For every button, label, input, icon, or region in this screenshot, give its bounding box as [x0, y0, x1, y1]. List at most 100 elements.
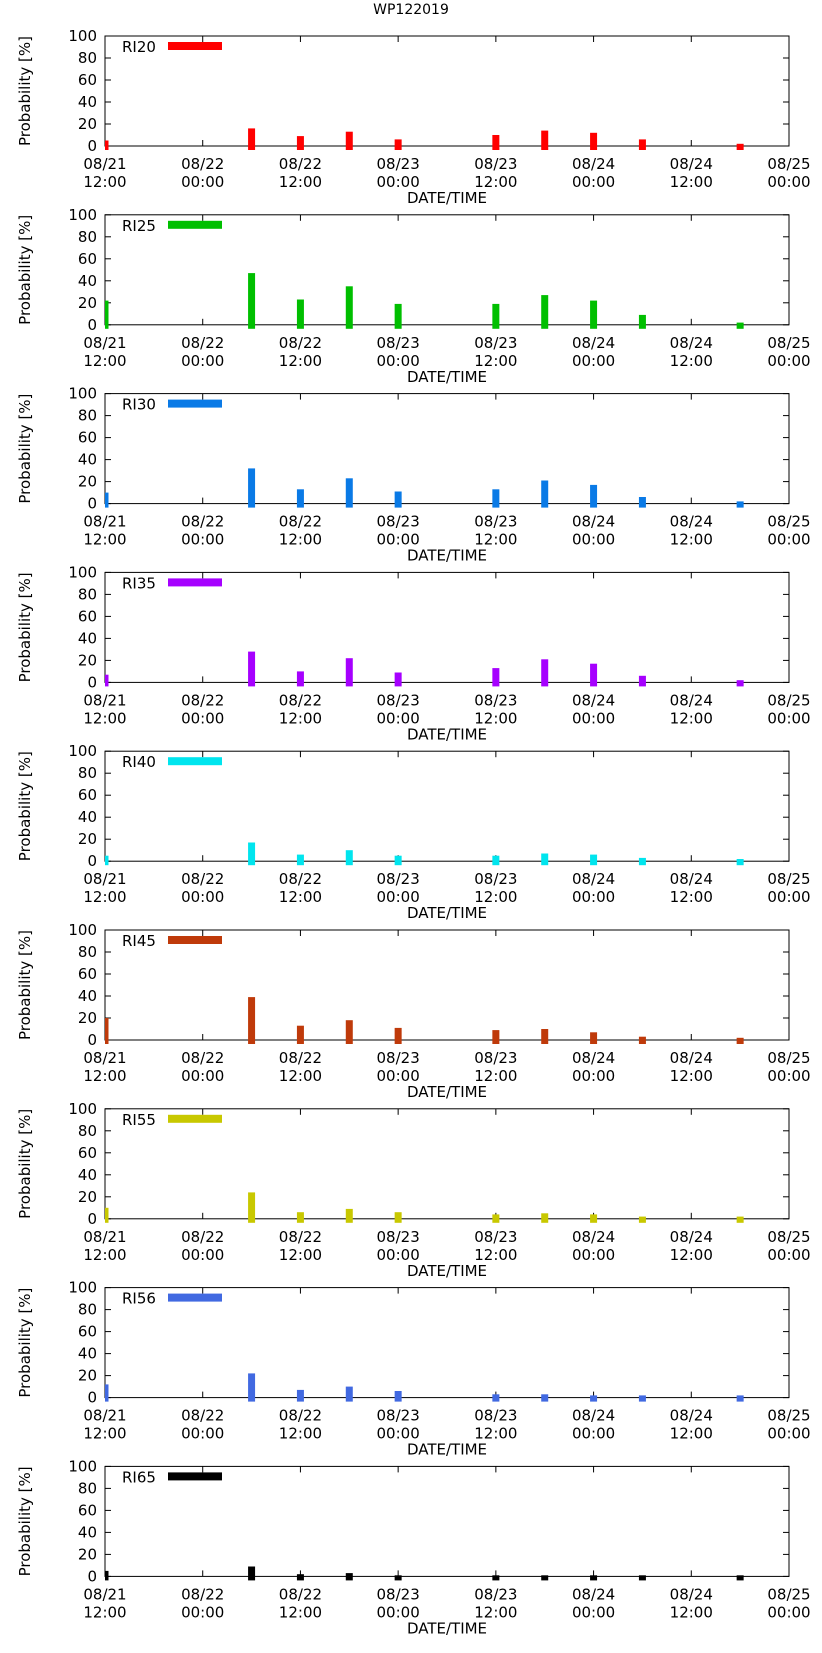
bar [638, 314, 646, 329]
y-tick-label: 40 [78, 808, 97, 826]
x-tick-label-date: 08/24 [670, 155, 713, 173]
y-tick-label: 60 [78, 429, 97, 447]
x-tick-label-time: 00:00 [767, 173, 810, 191]
x-tick-label-time: 12:00 [279, 1603, 322, 1621]
y-axis-title: Probability [%] [16, 215, 34, 325]
y-tick-label: 40 [78, 451, 97, 469]
y-tick-label: 40 [78, 272, 97, 290]
x-tick-label-date: 08/22 [181, 155, 224, 173]
x-tick-label-date: 08/23 [377, 334, 420, 352]
bar [492, 1030, 500, 1044]
x-tick-label-date: 08/24 [670, 1228, 713, 1246]
x-tick-label-time: 00:00 [767, 1603, 810, 1621]
y-tick-label: 80 [78, 764, 97, 782]
x-tick-label-date: 08/25 [767, 1585, 810, 1603]
x-tick-label-date: 08/22 [279, 1585, 322, 1603]
y-axis-title: Probability [%] [16, 36, 34, 146]
page-title: WP122019 [373, 2, 449, 18]
bar [345, 131, 353, 150]
plot-frame [104, 750, 790, 862]
bar [394, 139, 402, 150]
chart-panel-ri20: 02040608010008/2112:0008/2200:0008/2212:… [16, 27, 811, 207]
x-tick-label-time: 00:00 [767, 1425, 810, 1443]
x-tick-label-time: 00:00 [572, 709, 615, 727]
x-tick-label-time: 12:00 [83, 1246, 126, 1264]
x-tick-label-time: 00:00 [572, 1603, 615, 1621]
y-tick-label: 100 [68, 1100, 97, 1118]
legend-swatch [168, 42, 222, 50]
x-tick-label-time: 00:00 [377, 173, 420, 191]
bar [345, 1020, 353, 1044]
plot-frame [104, 35, 790, 147]
x-tick-label-time: 12:00 [279, 888, 322, 906]
x-tick-label-date: 08/22 [279, 1228, 322, 1246]
x-tick-label-date: 08/24 [572, 1049, 615, 1067]
x-tick-label-date: 08/24 [670, 1049, 713, 1067]
bar [492, 855, 500, 866]
x-tick-label-date: 08/25 [767, 513, 810, 531]
x-tick-label-date: 08/23 [474, 334, 517, 352]
legend-label: RI45 [122, 932, 156, 950]
chart-panel-ri65: 02040608010008/2112:0008/2200:0008/2212:… [16, 1457, 811, 1637]
bar [638, 139, 646, 150]
x-tick-label-date: 08/25 [767, 334, 810, 352]
chart-panel-ri25: 02040608010008/2112:0008/2200:0008/2212:… [16, 206, 811, 386]
bar [541, 295, 549, 329]
x-tick-label-date: 08/22 [279, 1049, 322, 1067]
bar [492, 1214, 500, 1223]
x-axis-title: DATE/TIME [407, 547, 487, 565]
bar [492, 1394, 500, 1402]
x-tick-label-time: 00:00 [572, 531, 615, 549]
legend-label: RI55 [122, 1111, 156, 1129]
y-axis-title: Probability [%] [16, 572, 34, 682]
bar [590, 132, 598, 150]
x-tick-label-date: 08/25 [767, 1049, 810, 1067]
legend-label: RI20 [122, 38, 156, 56]
x-axis-title: DATE/TIME [407, 1083, 487, 1101]
bar [345, 1208, 353, 1223]
x-tick-label-date: 08/22 [181, 1407, 224, 1425]
x-tick-label-time: 12:00 [474, 173, 517, 191]
x-tick-label-date: 08/22 [181, 870, 224, 888]
bar [638, 675, 646, 687]
y-tick-label: 60 [78, 965, 97, 983]
x-tick-label-time: 00:00 [377, 1425, 420, 1443]
y-tick-label: 60 [78, 1501, 97, 1519]
bar [492, 489, 500, 508]
x-tick-label-date: 08/25 [767, 691, 810, 709]
x-tick-label-time: 12:00 [474, 1067, 517, 1085]
y-tick-label: 60 [78, 250, 97, 268]
y-tick-label: 40 [78, 1523, 97, 1541]
bar [248, 468, 256, 508]
x-tick-label-date: 08/24 [670, 334, 713, 352]
bar [492, 135, 500, 150]
x-tick-label-date: 08/21 [83, 870, 126, 888]
x-tick-label-time: 00:00 [572, 173, 615, 191]
bar [248, 273, 256, 329]
y-tick-label: 20 [78, 1545, 97, 1563]
bar [296, 136, 304, 150]
bar [590, 854, 598, 866]
bar [736, 1037, 744, 1044]
bar [541, 1394, 549, 1402]
x-tick-label-time: 12:00 [670, 1603, 713, 1621]
y-axis-title: Probability [%] [16, 930, 34, 1040]
bar [105, 855, 109, 866]
x-tick-label-time: 00:00 [377, 1067, 420, 1085]
y-tick-label: 20 [78, 115, 97, 133]
y-tick-label: 20 [78, 294, 97, 312]
legend-swatch [168, 578, 222, 587]
x-tick-label-time: 12:00 [279, 173, 322, 191]
x-tick-label-time: 12:00 [670, 888, 713, 906]
plot-frame [104, 1465, 790, 1577]
bar [394, 303, 402, 329]
x-tick-label-time: 12:00 [670, 1425, 713, 1443]
x-tick-label-time: 00:00 [181, 531, 224, 549]
y-tick-label: 20 [78, 473, 97, 491]
bar [638, 1036, 646, 1044]
x-tick-label-date: 08/23 [377, 1049, 420, 1067]
x-tick-label-date: 08/22 [181, 513, 224, 531]
y-tick-label: 100 [68, 563, 97, 581]
bar [492, 303, 500, 329]
x-tick-label-time: 12:00 [474, 709, 517, 727]
